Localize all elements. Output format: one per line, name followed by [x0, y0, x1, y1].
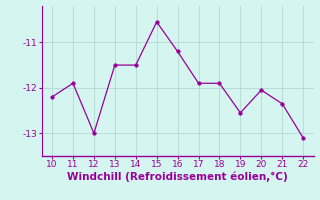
X-axis label: Windchill (Refroidissement éolien,°C): Windchill (Refroidissement éolien,°C)	[67, 172, 288, 182]
